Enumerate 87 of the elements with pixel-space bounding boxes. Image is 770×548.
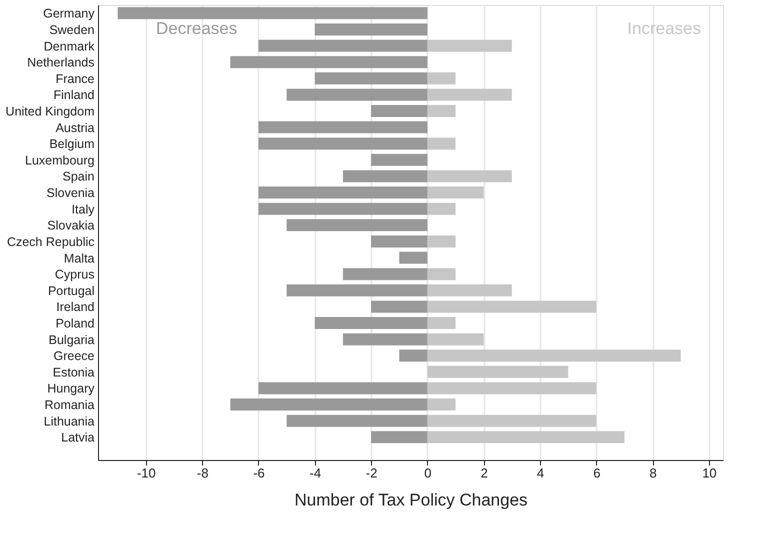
x-tick-label: 0: [424, 466, 432, 480]
y-tick-label: Italy: [72, 202, 96, 216]
x-tick-label: -6: [253, 466, 265, 480]
y-tick-label: France: [56, 72, 95, 86]
bar: [286, 219, 428, 232]
bar: [258, 121, 428, 134]
bar: [427, 138, 456, 150]
bar: [427, 186, 484, 199]
bar: [258, 138, 428, 150]
x-tick-label: -2: [366, 466, 378, 480]
bar: [427, 72, 456, 84]
series-label: Decreases: [156, 19, 238, 38]
bar: [230, 56, 428, 68]
x-tick-label: 4: [536, 466, 544, 480]
bar: [427, 300, 596, 313]
bar: [427, 88, 512, 101]
x-tick-label: 2: [480, 466, 488, 480]
y-tick-label: Portugal: [48, 284, 94, 298]
bar: [342, 333, 428, 346]
y-tick-label: Denmark: [44, 39, 96, 54]
x-tick-label: -4: [310, 466, 322, 480]
y-tick-label: Bulgaria: [48, 332, 95, 347]
y-tick-label: Czech Republic: [6, 234, 94, 249]
bar: [427, 317, 456, 330]
bar: [371, 235, 428, 248]
y-tick-label: Greece: [54, 349, 95, 364]
y-tick-label: Slovakia: [47, 218, 95, 233]
bar: [371, 105, 428, 118]
y-tick-label: Spain: [62, 170, 95, 184]
y-tick-label: United Kingdom: [6, 104, 94, 119]
bar: [371, 431, 428, 444]
bar: [427, 202, 456, 215]
y-tick-label: Finland: [54, 88, 95, 102]
y-tick-label: Malta: [64, 251, 95, 266]
x-axis-title: Number of Tax Policy Changes: [294, 490, 528, 510]
x-tick-label: 10: [702, 466, 717, 480]
y-tick-label: Luxembourg: [25, 153, 95, 168]
bar: [427, 235, 456, 248]
bar: [427, 382, 596, 394]
bar: [399, 252, 428, 264]
bar: [314, 317, 428, 330]
bar: [118, 7, 428, 20]
bar: [230, 398, 428, 411]
bar: [427, 284, 512, 296]
x-tick-label: -10: [136, 466, 156, 480]
y-tick-label: Slovenia: [46, 186, 95, 200]
bar: [427, 333, 484, 346]
y-tick-label: Ireland: [56, 300, 95, 314]
bar: [258, 202, 428, 215]
y-tick-label: Lithuania: [44, 414, 95, 428]
bar: [286, 414, 428, 427]
y-tick-label: Romania: [44, 398, 95, 412]
bar: [371, 300, 428, 313]
bar: [286, 284, 428, 296]
x-tick-label: 8: [650, 466, 657, 480]
bar: [258, 40, 428, 52]
y-tick-label: Austria: [56, 120, 95, 135]
y-tick-label: Latvia: [61, 430, 95, 445]
bar: [427, 105, 456, 118]
y-tick-label: Cyprus: [54, 268, 94, 282]
y-tick-label: Belgium: [49, 137, 94, 152]
y-tick-label: Germany: [43, 6, 96, 21]
y-tick-label: Poland: [56, 316, 95, 331]
bar: [258, 186, 428, 199]
bar: [427, 414, 596, 427]
x-tick-label: -8: [196, 466, 208, 480]
bar: [314, 72, 428, 84]
bar: [314, 23, 428, 36]
y-tick-label: Hungary: [47, 382, 96, 396]
bar: [427, 350, 681, 362]
bar: [427, 268, 456, 280]
bar: [427, 398, 456, 411]
bar: [258, 382, 428, 394]
bar: [427, 40, 512, 52]
bar: [342, 268, 428, 280]
bar: [427, 431, 624, 444]
bar: [427, 170, 512, 182]
bar: [399, 350, 428, 362]
y-tick-label: Sweden: [49, 22, 95, 37]
bar: [427, 366, 568, 378]
bar: [371, 154, 428, 166]
y-tick-label: Estonia: [52, 365, 95, 380]
bar: [286, 88, 428, 101]
text: Increases: [627, 19, 701, 38]
bar: [342, 170, 428, 182]
y-tick-label: Netherlands: [27, 56, 94, 70]
x-tick-label: 6: [593, 466, 600, 480]
